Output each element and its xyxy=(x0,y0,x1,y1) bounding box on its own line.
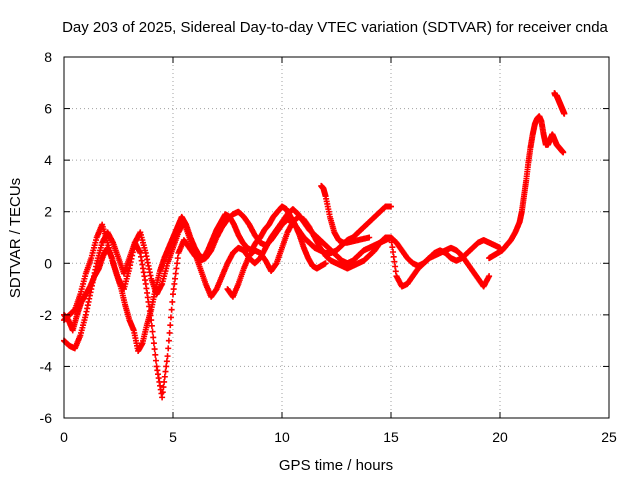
data-point xyxy=(161,373,168,380)
data-point xyxy=(388,203,394,210)
data-point xyxy=(165,345,172,352)
x-tick-label: 20 xyxy=(492,429,508,445)
x-tick-label: 25 xyxy=(601,429,617,445)
x-tick-label: 5 xyxy=(169,429,177,445)
data-point xyxy=(167,322,174,329)
data-point xyxy=(166,329,173,336)
data-point xyxy=(174,255,181,262)
data-point xyxy=(152,357,159,364)
axis-ticks: 0 5 10 15 20 25 -6 -4 -2 0 2 4 6 8 xyxy=(40,49,617,445)
y-tick-label: 0 xyxy=(44,255,52,271)
data-point xyxy=(163,358,170,365)
data-point xyxy=(148,317,155,324)
y-tick-label: -6 xyxy=(40,410,53,426)
data-point xyxy=(162,368,169,375)
data-point xyxy=(150,340,157,347)
data-point xyxy=(150,334,157,341)
data-point xyxy=(561,110,568,117)
y-tick-label: 4 xyxy=(44,152,52,168)
y-tick-label: 8 xyxy=(44,49,52,65)
x-tick-label: 0 xyxy=(60,429,68,445)
series-track-4 xyxy=(224,213,493,300)
series-track-7 xyxy=(551,90,568,117)
data-point xyxy=(164,353,171,360)
data-point xyxy=(486,273,493,280)
data-point xyxy=(366,234,373,241)
data-point xyxy=(169,298,176,305)
y-tick-label: -2 xyxy=(40,307,53,323)
chart-title: Day 203 of 2025, Sidereal Day-to-day VTE… xyxy=(62,19,608,36)
x-tick-label: 10 xyxy=(274,429,290,445)
data-point xyxy=(174,260,181,267)
data-point xyxy=(173,265,180,272)
data-series xyxy=(61,90,568,401)
data-point xyxy=(560,149,567,156)
data-point xyxy=(149,328,156,335)
x-tick-label: 15 xyxy=(383,429,399,445)
y-tick-label: -4 xyxy=(40,358,53,374)
x-axis-label: GPS time / hours xyxy=(279,457,393,474)
data-point xyxy=(172,275,179,282)
plot-frame xyxy=(63,56,610,419)
data-point xyxy=(170,291,176,298)
data-point xyxy=(322,260,329,267)
data-point xyxy=(148,322,155,329)
data-point xyxy=(170,286,177,293)
data-point xyxy=(159,394,166,401)
series-track-5 xyxy=(318,182,373,246)
y-tick-label: 6 xyxy=(44,101,52,117)
series-track-6 xyxy=(486,113,567,262)
data-point xyxy=(160,384,167,391)
data-point xyxy=(167,314,174,321)
data-point xyxy=(163,363,170,370)
data-point xyxy=(152,351,159,358)
data-point xyxy=(172,270,179,277)
data-point xyxy=(151,346,158,353)
data-point xyxy=(161,378,168,385)
data-point xyxy=(171,280,178,287)
series-track-2 xyxy=(61,203,394,401)
y-axis-label: SDTVAR / TECUs xyxy=(7,178,24,298)
y-tick-label: 2 xyxy=(44,204,52,220)
data-point xyxy=(165,337,172,344)
data-point xyxy=(168,306,175,313)
data-point xyxy=(159,389,166,396)
